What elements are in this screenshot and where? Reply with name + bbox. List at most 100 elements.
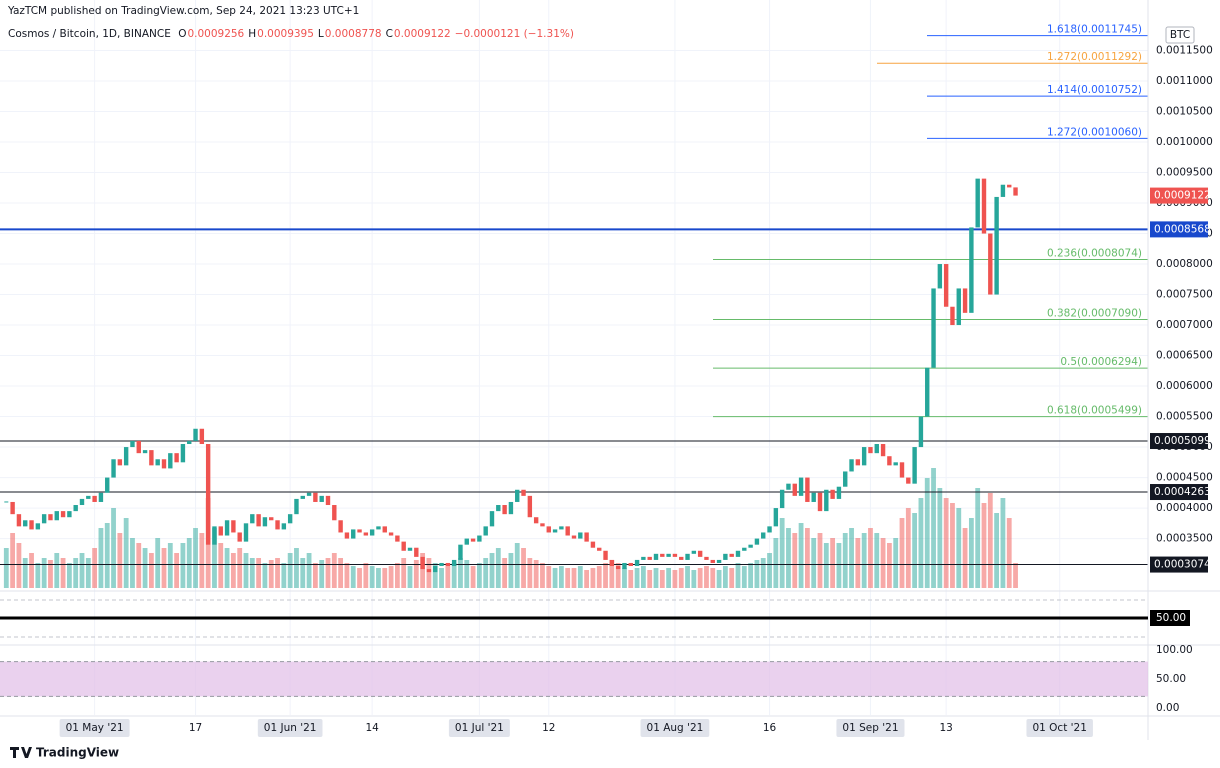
candle-body: [98, 492, 104, 502]
candle-body: [723, 553, 728, 560]
volume-bar: [426, 558, 432, 588]
candle-body: [571, 535, 577, 539]
volume-bar: [584, 570, 590, 588]
volume-bar: [218, 543, 224, 588]
ohlc-key: H: [248, 28, 257, 40]
volume-bar: [943, 498, 949, 588]
last-price-label: 0.0009122: [1154, 190, 1211, 202]
volume-bar: [609, 560, 615, 588]
volume-bar: [968, 518, 974, 588]
volume-bar: [420, 553, 426, 588]
volume-bar: [931, 468, 936, 588]
currency: BTC: [1170, 29, 1190, 41]
candle-body: [735, 550, 741, 557]
volume-bar: [54, 553, 60, 588]
volume-bar: [672, 570, 678, 588]
candle-body: [48, 514, 53, 521]
candle-body: [16, 514, 22, 527]
candle-body: [798, 477, 804, 496]
candle-body: [697, 550, 703, 557]
ohlc-value: 0.0009122: [393, 28, 451, 40]
y-tick-label: 0.0006000: [1156, 380, 1213, 392]
candle-body: [767, 526, 772, 533]
volume-bar: [155, 538, 161, 588]
candle-body: [1007, 184, 1012, 188]
x-tick-label: 01 May '21: [66, 722, 124, 734]
candle-body: [433, 566, 438, 573]
volume-bar: [476, 563, 482, 588]
y-tick-label: 0.0011500: [1156, 45, 1213, 57]
candle-body: [540, 523, 545, 527]
candle-body: [41, 514, 47, 524]
x-tick-label: 01 Oct '21: [1032, 722, 1086, 734]
candle-body: [149, 450, 154, 466]
candle-body: [332, 505, 337, 521]
x-tick-label-box: [257, 719, 323, 737]
volume-bar: [937, 488, 943, 588]
level-label-box: [1150, 221, 1208, 238]
candle-body: [275, 520, 280, 530]
candle-body: [742, 547, 747, 551]
currency-box: [1165, 26, 1195, 44]
symbol: Cosmos / Bitcoin, 1D, BINANCE: [8, 28, 171, 40]
candle-body: [817, 492, 823, 512]
candle-body: [950, 306, 955, 326]
volume-bar: [855, 538, 861, 588]
candle-body: [975, 178, 980, 228]
x-tick-label: 01 Jun '21: [264, 722, 317, 734]
candle-body: [786, 483, 791, 490]
x-tick-label: 01 Sep '21: [842, 722, 898, 734]
level-label: 0.0008568: [1154, 223, 1211, 235]
candle-body: [761, 532, 766, 539]
volume-bar: [836, 543, 842, 588]
indicator-level-label: 50.00: [1156, 612, 1186, 624]
volume-bar: [653, 568, 659, 588]
indicator-tick-label: 50.00: [1156, 673, 1186, 685]
volume-bar: [767, 553, 772, 588]
volume-bar: [634, 568, 640, 588]
volume-bar: [502, 558, 508, 588]
ohlc-key: O: [178, 28, 187, 40]
candle-body: [754, 538, 760, 545]
candle-body: [533, 517, 539, 524]
volume-bar: [382, 568, 388, 588]
fib-label: 1.272(0.0011292): [1047, 51, 1142, 63]
candle-body: [401, 541, 406, 551]
y-tick-label: 0.0004000: [1156, 502, 1213, 514]
brand: TradingView: [36, 746, 119, 760]
candle-body: [691, 550, 697, 554]
volume-bar: [1013, 563, 1018, 588]
candle-body: [250, 514, 255, 524]
candle-body: [483, 526, 488, 536]
candle-body: [363, 532, 369, 536]
candle-body: [811, 492, 816, 502]
candle-body: [1000, 184, 1006, 197]
volume-bar: [483, 558, 489, 588]
candle-body: [262, 517, 268, 527]
volume-bar: [527, 558, 533, 588]
candle-body: [458, 544, 463, 560]
volume-bar: [117, 533, 123, 588]
candle-body: [584, 532, 589, 542]
volume-bar: [193, 528, 198, 588]
volume-bar: [533, 560, 539, 588]
candle-body: [470, 538, 476, 542]
y-tick-label: 0.0008000: [1156, 258, 1213, 270]
ohlc-key: C: [385, 28, 393, 40]
volume-bar: [792, 533, 798, 588]
candle-body: [590, 541, 596, 548]
candle-body: [174, 453, 179, 463]
candle-body: [943, 264, 949, 307]
y-tick-label: 0.0011000: [1156, 75, 1213, 87]
x-tick-label: 14: [365, 722, 379, 734]
candle-body: [23, 520, 28, 527]
volume-bar: [697, 568, 703, 588]
volume-bar: [161, 548, 167, 588]
volume-bar: [369, 566, 375, 588]
volume-bar: [748, 563, 754, 588]
candle-body: [565, 526, 570, 536]
candle-body: [931, 288, 936, 368]
volume-bar: [48, 560, 53, 588]
candle-body: [111, 459, 116, 478]
